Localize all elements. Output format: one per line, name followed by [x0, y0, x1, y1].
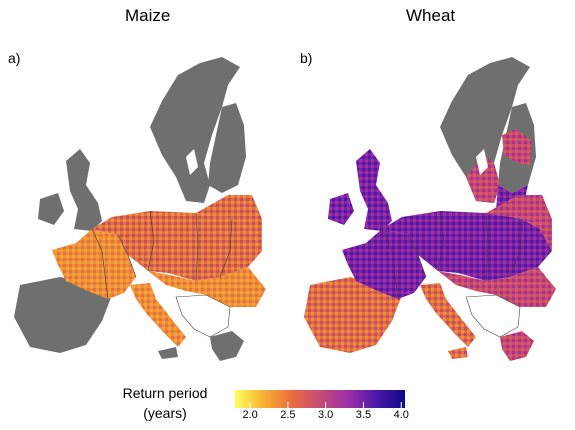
- great-britain-landmass: [356, 149, 392, 231]
- sicily-landmass: [448, 347, 468, 359]
- balkans-excluded-region: [175, 294, 231, 338]
- iberia-landmass: [14, 277, 112, 353]
- wheat-france-region: [342, 229, 426, 299]
- colorbar-tick-label: 2.0: [242, 409, 258, 421]
- maize-south-region: [148, 267, 266, 307]
- panel-a-label: a): [8, 50, 21, 66]
- panel-b-label: b): [300, 50, 313, 66]
- balkans-excluded-region: [465, 294, 521, 338]
- great-britain-landmass: [66, 149, 102, 231]
- scandinavia-lakes: [186, 149, 198, 175]
- ireland-landmass: [328, 193, 354, 225]
- italy-landmass: [420, 283, 476, 347]
- greece-landmass: [500, 331, 534, 361]
- finland-landmass: [208, 103, 246, 193]
- wheat-panel-title: Wheat: [406, 6, 456, 25]
- maize-map: [14, 57, 266, 361]
- colorbar-tick-label: 3.5: [355, 409, 372, 421]
- wheat-south-region: [438, 267, 556, 307]
- maize-france-region: [52, 229, 136, 299]
- legend-title-line1: Return period: [122, 385, 208, 401]
- colorbar: [235, 390, 405, 408]
- iberia-landmass: [304, 277, 402, 353]
- maize-east-region: [196, 195, 262, 251]
- wheat-finland-south: [502, 129, 532, 165]
- scandinavia-landmass: [150, 57, 240, 203]
- scandinavia-lakes: [476, 149, 488, 175]
- wheat-map: [304, 57, 556, 361]
- colorbar-tick-label: 4.0: [393, 409, 409, 421]
- sicily-landmass: [158, 347, 178, 359]
- colorbar-tick-label: 2.5: [280, 409, 296, 421]
- ireland-landmass: [38, 193, 64, 225]
- italy-landmass: [130, 283, 186, 347]
- wheat-east-region: [486, 195, 552, 251]
- maize-central-region: [92, 211, 262, 281]
- wheat-central-region: [382, 211, 552, 281]
- wheat-scandinavia-south: [466, 157, 500, 203]
- greece-landmass: [210, 331, 244, 361]
- legend-title: Return period (years): [115, 383, 215, 423]
- maize-panel-title: Maize: [125, 6, 171, 25]
- legend-title-line2: (years): [143, 405, 187, 421]
- scandinavia-landmass: [440, 57, 530, 203]
- colorbar-tick-label: 3.0: [318, 409, 334, 421]
